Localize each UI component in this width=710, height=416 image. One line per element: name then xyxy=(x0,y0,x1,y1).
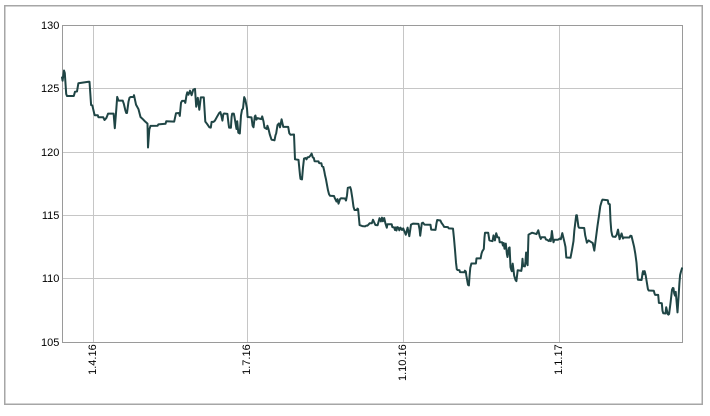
svg-text:130: 130 xyxy=(41,20,59,32)
svg-text:115: 115 xyxy=(42,210,60,222)
svg-text:1.10.16: 1.10.16 xyxy=(397,344,409,381)
svg-text:1.7.16: 1.7.16 xyxy=(241,344,253,375)
svg-text:1.4.16: 1.4.16 xyxy=(87,344,99,375)
svg-text:105: 105 xyxy=(41,337,59,349)
svg-text:120: 120 xyxy=(41,147,59,159)
svg-text:125: 125 xyxy=(41,83,59,95)
svg-text:110: 110 xyxy=(42,273,60,285)
svg-text:1.1.17: 1.1.17 xyxy=(553,344,565,375)
